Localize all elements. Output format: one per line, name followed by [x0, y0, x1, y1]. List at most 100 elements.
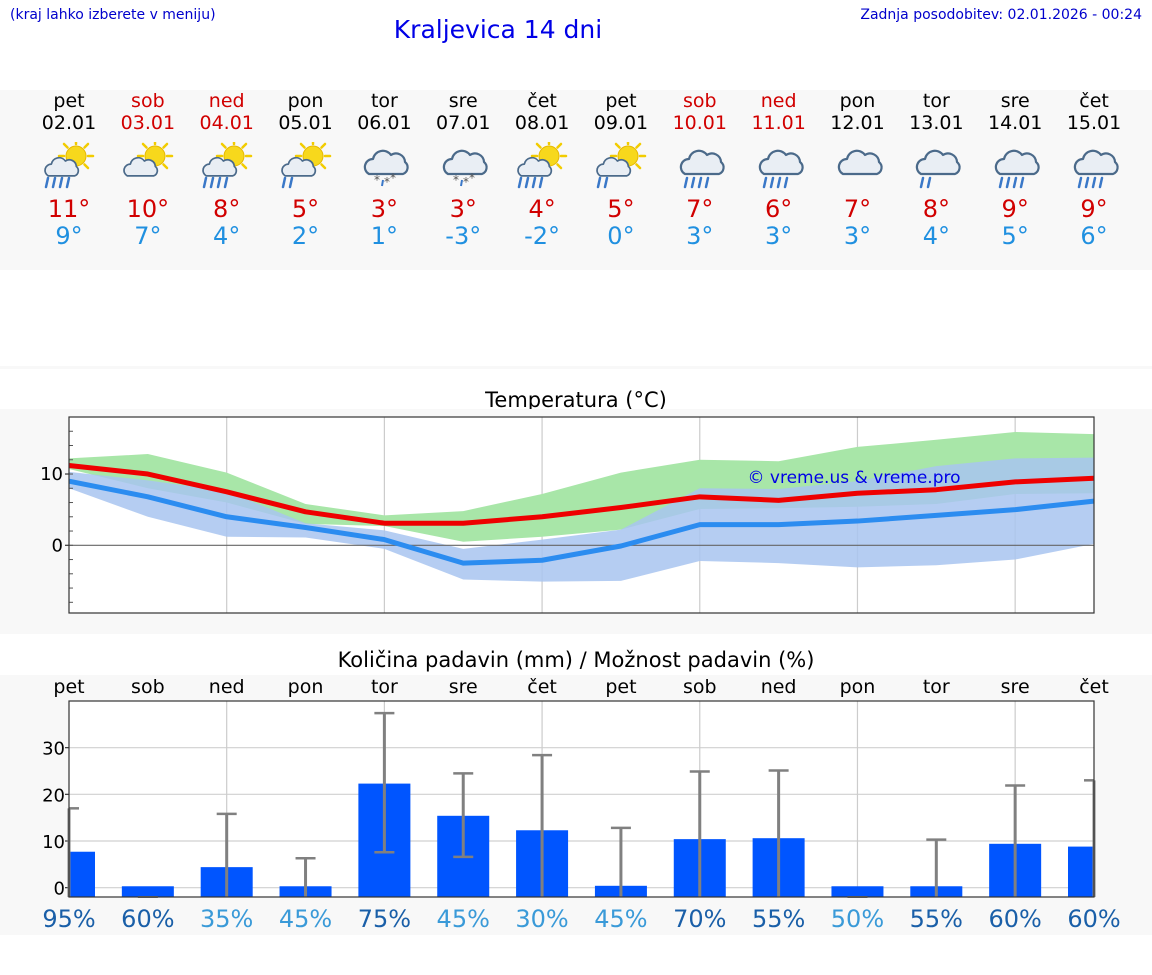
day-date: 04.01 — [199, 112, 254, 134]
cloud-rain-icon — [986, 142, 1044, 192]
day-column: sob 03.01 10° 7° — [108, 90, 188, 250]
day-column: ned 11.01 6° 3° — [739, 90, 819, 250]
min-temperature: 3° — [765, 222, 793, 250]
y-tick-label: 0 — [54, 879, 65, 900]
min-temperature: 0° — [607, 222, 635, 250]
sun-cloud-light-rain-icon — [592, 137, 650, 192]
day-column: pon 05.01 5° 2° — [266, 90, 346, 250]
day-column: tor 06.01 * * * 3° 1° — [344, 90, 424, 250]
y-tick-label: 20 — [42, 785, 65, 806]
min-temperature: 5° — [1001, 222, 1029, 250]
cloud-snow-icon: * * * — [355, 142, 413, 192]
day-axis-label: sob — [131, 676, 165, 698]
day-date: 02.01 — [41, 112, 97, 134]
precipitation-probability: 45% — [594, 905, 647, 933]
day-date: 15.01 — [1066, 112, 1122, 134]
min-temperature: 7° — [134, 222, 162, 250]
day-column: sob 10.01 7° 3° — [660, 90, 740, 250]
daily-forecast: pet 02.01 11° 9° sob 03.01 10° 7° ned 04.01 8° 4° po… — [0, 90, 1152, 270]
day-axis-label: sre — [449, 676, 478, 698]
day-name: sob — [683, 90, 717, 112]
precipitation-probability: 60% — [1067, 905, 1120, 933]
day-axis-label: pon — [840, 676, 876, 698]
max-temperature: 5° — [291, 195, 320, 223]
min-temperature: 2° — [291, 222, 320, 250]
max-temperature: 10° — [126, 195, 170, 223]
precipitation-probability: 60% — [121, 905, 174, 933]
cloud-rain-icon — [671, 142, 729, 192]
day-axis-label: sre — [1001, 676, 1030, 698]
svg-text:*: * — [463, 175, 469, 189]
day-name: sob — [131, 90, 165, 112]
precipitation-probability: 55% — [752, 905, 805, 933]
day-column: sre 07.01 * * * 3° -3° — [423, 90, 503, 250]
day-column: ned 04.01 8° 4° — [187, 90, 267, 250]
day-axis-label: pon — [288, 676, 324, 698]
day-column: čet 15.01 9° 6° — [1054, 90, 1134, 250]
day-axis-label: tor — [371, 676, 398, 698]
day-date: 09.01 — [593, 112, 649, 134]
day-date: 06.01 — [357, 112, 412, 134]
min-temperature: -3° — [445, 222, 482, 250]
y-tick-label: 30 — [42, 739, 65, 760]
min-temperature: 9° — [55, 222, 83, 250]
max-temperature: 3° — [449, 195, 477, 223]
cloud-icon — [829, 142, 887, 192]
day-column: pet 09.01 5° 0° — [581, 90, 661, 250]
cloud-rain-icon — [750, 142, 808, 192]
precipitation-probability: 45% — [437, 905, 490, 933]
day-column: pet 02.01 11° 9° — [29, 90, 109, 250]
min-temperature: 4° — [922, 222, 950, 250]
day-name: tor — [370, 90, 398, 112]
day-date: 13.01 — [909, 112, 964, 134]
day-date: 08.01 — [514, 112, 570, 134]
max-temperature: 3° — [370, 195, 399, 223]
day-axis-label: ned — [761, 676, 797, 698]
watermark: © vreme.us & vreme.pro — [747, 468, 960, 488]
svg-text:*: * — [390, 171, 396, 185]
min-temperature: -2° — [524, 222, 561, 250]
sun-cloud-rain-icon — [40, 137, 98, 192]
day-name: čet — [1079, 90, 1109, 112]
day-name: sre — [1000, 90, 1030, 112]
day-axis-label: ned — [209, 676, 245, 698]
min-temperature-line — [68, 478, 1095, 566]
precipitation-probability: 55% — [910, 905, 963, 933]
cloud-light-rain-icon — [907, 142, 965, 192]
day-date: 12.01 — [830, 112, 885, 134]
cloud-snow-icon: * * * — [434, 142, 492, 192]
page-title: Kraljevica 14 dni — [393, 15, 603, 44]
min-temperature: 4° — [213, 222, 241, 250]
precipitation-probability: 70% — [673, 905, 726, 933]
day-axis-label: čet — [527, 676, 557, 698]
day-name: čet — [527, 90, 557, 112]
min-temperature: 3° — [686, 222, 714, 250]
precipitation-probability: 50% — [831, 905, 884, 933]
day-date: 07.01 — [436, 112, 491, 134]
day-column: tor 13.01 8° 4° — [896, 90, 976, 250]
precipitation-chart: pet sob ned pon tor sre čet pet sob ned pon tor sre č… — [42, 676, 1121, 933]
max-temperature: 8° — [213, 195, 241, 223]
day-name: pon — [287, 90, 324, 112]
max-temperature: 4° — [528, 195, 556, 223]
day-axis-label: tor — [923, 676, 950, 698]
divider — [0, 366, 1152, 369]
plot-frame — [68, 416, 1095, 614]
day-date: 14.01 — [987, 112, 1043, 134]
daily-forecast-band — [0, 90, 1152, 270]
min-temperature: 1° — [370, 222, 399, 250]
location-hint: (kraj lahko izberete v meniju) — [10, 7, 216, 23]
last-updated: Zadnja posodobitev: 02.01.2026 - 00:24 — [860, 7, 1142, 23]
svg-text:*: * — [374, 173, 380, 187]
day-name: sre — [448, 90, 478, 112]
y-tick-label: 10 — [42, 832, 65, 853]
precipitation-bar — [1068, 846, 1094, 897]
precipitation-probability: 75% — [358, 905, 411, 933]
day-date: 03.01 — [120, 112, 176, 134]
precipitation-probability: 35% — [200, 905, 253, 933]
svg-text:*: * — [384, 175, 390, 189]
day-axis-label: pet — [605, 676, 636, 698]
sun-cloud-icon — [119, 137, 177, 192]
day-name: pet — [53, 90, 85, 112]
precipitation-bar — [69, 851, 95, 897]
